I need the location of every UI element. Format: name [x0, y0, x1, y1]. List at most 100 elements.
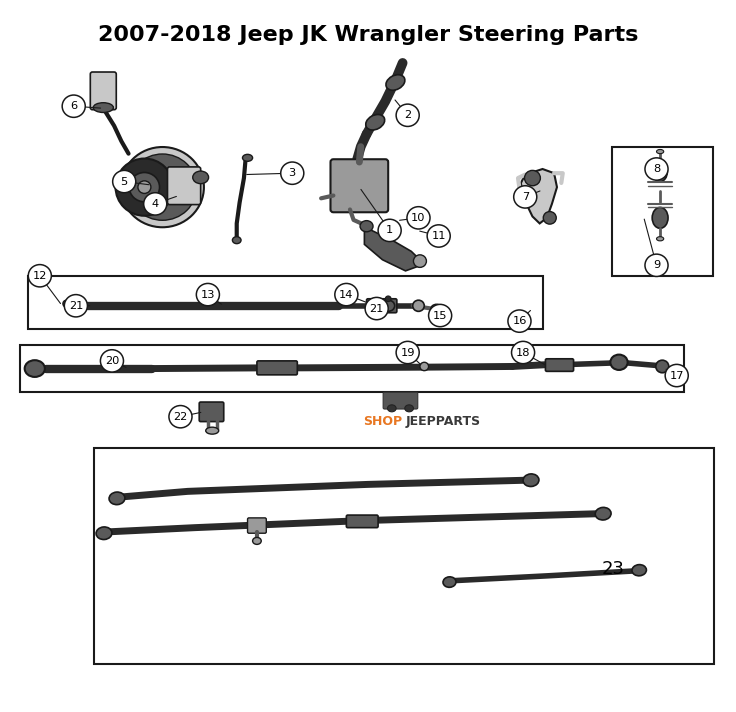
Circle shape — [169, 406, 192, 428]
Ellipse shape — [632, 565, 646, 576]
Ellipse shape — [233, 236, 241, 244]
FancyBboxPatch shape — [168, 167, 201, 204]
Text: 16: 16 — [512, 316, 527, 326]
FancyBboxPatch shape — [545, 359, 573, 372]
Circle shape — [378, 219, 401, 241]
Circle shape — [396, 104, 420, 127]
Polygon shape — [521, 169, 557, 224]
Text: SHOP: SHOP — [364, 415, 403, 428]
Ellipse shape — [252, 538, 261, 545]
Ellipse shape — [193, 171, 208, 184]
Ellipse shape — [68, 299, 85, 313]
Text: 23: 23 — [602, 560, 625, 578]
Ellipse shape — [386, 75, 405, 90]
Text: 3: 3 — [289, 168, 296, 178]
Circle shape — [365, 298, 388, 320]
Circle shape — [645, 158, 668, 180]
Ellipse shape — [443, 577, 456, 587]
Text: 8: 8 — [653, 164, 660, 174]
Circle shape — [407, 206, 430, 229]
FancyBboxPatch shape — [330, 159, 388, 212]
Circle shape — [64, 295, 88, 317]
Ellipse shape — [610, 355, 628, 370]
Text: 10: 10 — [411, 213, 425, 223]
Circle shape — [396, 341, 420, 364]
Ellipse shape — [653, 162, 668, 182]
FancyBboxPatch shape — [199, 402, 224, 422]
FancyBboxPatch shape — [367, 299, 397, 313]
Text: 4: 4 — [152, 199, 159, 209]
Ellipse shape — [360, 221, 373, 232]
Text: 13: 13 — [201, 290, 215, 300]
Ellipse shape — [93, 103, 113, 112]
Circle shape — [428, 304, 452, 327]
Ellipse shape — [96, 527, 112, 540]
Ellipse shape — [657, 150, 664, 154]
Circle shape — [100, 350, 124, 372]
FancyBboxPatch shape — [91, 72, 116, 110]
Ellipse shape — [525, 170, 540, 186]
Text: 5: 5 — [121, 177, 128, 187]
Text: 9: 9 — [653, 261, 660, 271]
Circle shape — [508, 310, 531, 333]
Text: 21: 21 — [369, 303, 384, 313]
Ellipse shape — [413, 300, 424, 311]
Text: 20: 20 — [105, 356, 119, 366]
Circle shape — [427, 225, 450, 247]
Circle shape — [62, 95, 85, 117]
Ellipse shape — [138, 181, 151, 194]
Circle shape — [144, 193, 167, 215]
Ellipse shape — [657, 236, 664, 241]
Text: 12: 12 — [32, 271, 47, 281]
Ellipse shape — [523, 474, 539, 486]
FancyBboxPatch shape — [383, 392, 418, 409]
Text: 1: 1 — [386, 226, 393, 236]
Circle shape — [335, 283, 358, 305]
Text: 6: 6 — [70, 101, 77, 111]
Ellipse shape — [543, 211, 556, 224]
Circle shape — [280, 162, 304, 184]
Ellipse shape — [109, 492, 125, 505]
Ellipse shape — [242, 155, 252, 162]
Polygon shape — [364, 226, 420, 271]
Circle shape — [665, 365, 688, 387]
Text: 22: 22 — [174, 412, 188, 422]
Ellipse shape — [116, 159, 173, 216]
Text: 17: 17 — [670, 370, 684, 380]
Ellipse shape — [595, 508, 611, 520]
Circle shape — [514, 186, 537, 208]
Ellipse shape — [386, 296, 391, 302]
Circle shape — [512, 341, 534, 364]
Ellipse shape — [130, 172, 160, 201]
Ellipse shape — [121, 147, 204, 227]
Ellipse shape — [414, 255, 426, 268]
Ellipse shape — [366, 115, 385, 130]
Text: JEEPPARTS: JEEPPARTS — [406, 415, 481, 428]
Ellipse shape — [382, 300, 394, 311]
Ellipse shape — [431, 304, 442, 314]
Text: 21: 21 — [68, 300, 83, 310]
Text: 2: 2 — [404, 110, 411, 120]
Text: 14: 14 — [339, 290, 353, 300]
FancyBboxPatch shape — [347, 515, 378, 528]
Text: 7: 7 — [522, 192, 529, 202]
Ellipse shape — [652, 207, 668, 229]
Circle shape — [645, 254, 668, 276]
FancyBboxPatch shape — [257, 361, 297, 375]
Text: 18: 18 — [516, 347, 531, 357]
FancyBboxPatch shape — [247, 518, 266, 533]
Text: 15: 15 — [433, 310, 447, 320]
Ellipse shape — [128, 154, 197, 220]
Text: 19: 19 — [400, 347, 415, 357]
Circle shape — [197, 283, 219, 305]
Ellipse shape — [420, 362, 428, 371]
Text: 11: 11 — [431, 231, 446, 241]
Ellipse shape — [656, 360, 669, 373]
Ellipse shape — [25, 360, 45, 377]
Ellipse shape — [205, 427, 219, 434]
Ellipse shape — [405, 405, 414, 412]
Ellipse shape — [63, 300, 70, 307]
Text: 2007-2018 Jeep JK Wrangler Steering Parts: 2007-2018 Jeep JK Wrangler Steering Part… — [98, 25, 638, 45]
Circle shape — [28, 265, 52, 287]
Circle shape — [113, 170, 135, 193]
